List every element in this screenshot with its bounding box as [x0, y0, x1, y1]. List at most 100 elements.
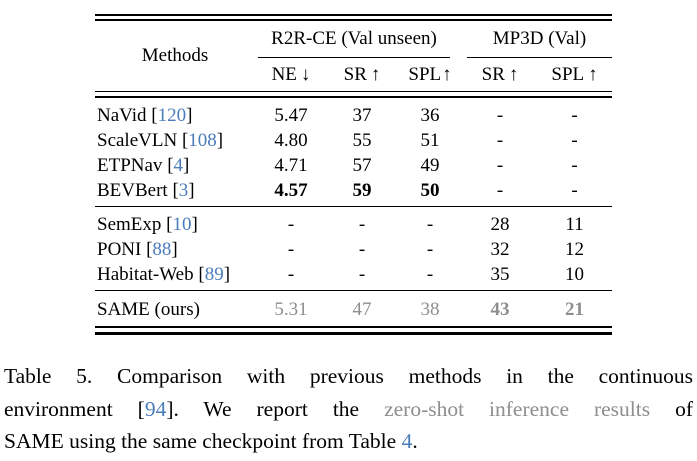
citation-link[interactable]: 3 [178, 179, 189, 201]
caption-line-1: Table 5. Comparison with previous method… [4, 360, 693, 393]
citation-bracket: [ [172, 179, 179, 201]
value-cell-mp3d-sr: - [496, 104, 504, 126]
value-cell-spl: 38 [420, 299, 440, 321]
col-header-mp3d-spl: SPL ↑ [537, 58, 612, 91]
value-cell-mp3d-spl: - [571, 129, 578, 151]
citation-bracket: [ [166, 213, 173, 235]
value-cell-mp3d-spl: 11 [565, 213, 584, 235]
value-cell-mp3d-sr: 28 [490, 213, 510, 235]
citation-bracket: [ [198, 263, 205, 285]
value-cell-ne: 4.80 [274, 129, 308, 151]
results-table: Methods R2R-CE (Val unseen) MP3D (Val) N… [95, 14, 612, 336]
caption-highlight-text: zero-shot inference results [384, 396, 651, 421]
table-row: NaVid[120] 5.47 37 36 - - [95, 103, 612, 128]
value-cell-spl: 50 [420, 179, 440, 201]
citation-link[interactable]: 88 [152, 238, 172, 260]
method-name: SAME (ours) [97, 299, 200, 321]
method-name: Habitat-Web [97, 263, 194, 285]
method-name: PONI [97, 238, 142, 260]
citation-bracket: [ [151, 104, 158, 126]
caption-text: SAME using the same checkpoint from Tabl… [4, 429, 402, 453]
value-cell-mp3d-sr: 43 [490, 299, 510, 321]
citation-bracket: ] [188, 179, 195, 201]
citation-link[interactable]: 89 [204, 263, 224, 285]
table-rule-top-1 [95, 14, 612, 16]
table-row: ScaleVLN[108] 4.80 55 51 - - [95, 128, 612, 153]
value-cell-mp3d-spl: - [571, 104, 578, 126]
value-cell-spl: 51 [420, 129, 440, 151]
value-cell-ne: - [287, 263, 295, 285]
up-arrow-icon: ↑ [508, 63, 519, 85]
method-cell: PONI[88] [95, 237, 255, 262]
table-caption: Table 5. Comparison with previous method… [4, 360, 693, 458]
methods-column-header: Methods [141, 45, 209, 67]
value-cell-mp3d-sr: - [496, 129, 504, 151]
caption-line-2: environment [94]. We report the zero-sho… [4, 393, 693, 426]
table-header: Methods R2R-CE (Val unseen) MP3D (Val) N… [95, 21, 612, 91]
method-cell: ETPNav[4] [95, 153, 255, 178]
col-header-mp3d-sr-label: SR [481, 63, 505, 85]
col-header-sr: SR ↑ [327, 58, 397, 91]
group-header-r2rce: R2R-CE (Val unseen) [258, 21, 450, 58]
value-cell-sr: - [358, 238, 366, 260]
value-cell-ne: 5.47 [274, 104, 308, 126]
method-name: ETPNav [97, 154, 163, 176]
caption-line-3: SAME using the same checkpoint from Tabl… [4, 425, 693, 458]
value-cell-sr: 59 [352, 179, 372, 201]
value-cell-sr: - [358, 263, 366, 285]
method-cell: SAME (ours) [95, 296, 255, 323]
value-cell-ne: 5.31 [274, 299, 308, 321]
caption-text: environment [ [4, 396, 145, 421]
value-cell-ne: 4.71 [274, 154, 308, 176]
value-cell-spl: 36 [420, 104, 440, 126]
value-cell-ne: - [287, 213, 295, 235]
citation-link[interactable]: 10 [172, 213, 192, 235]
caption-text: ]. We report the [166, 396, 385, 421]
value-cell-ne: 4.57 [274, 179, 308, 201]
table-row: Habitat-Web[89] - - - 35 10 [95, 262, 612, 287]
table-rule-mid-1 [95, 205, 612, 207]
value-cell-spl: - [426, 263, 434, 285]
table-row: BEVBert[3] 4.57 59 50 - - [95, 178, 612, 203]
citation-bracket: [ [181, 129, 189, 151]
citation-link[interactable]: 108 [188, 129, 217, 151]
table-row: SemExp[10] - - - 28 11 [95, 212, 612, 237]
caption-text: . [412, 429, 418, 453]
citation-bracket: ] [216, 129, 224, 151]
citation-link[interactable]: 4 [173, 154, 184, 176]
col-header-spl: SPL ↑ [397, 58, 463, 91]
value-cell-spl: - [426, 213, 434, 235]
col-header-spl-label: SPL [408, 63, 442, 85]
group-header-mp3d: MP3D (Val) [467, 21, 612, 58]
table-row: PONI[88] - - - 32 12 [95, 237, 612, 262]
table-reference-link[interactable]: 4 [401, 429, 413, 453]
value-cell-sr: 55 [352, 129, 372, 151]
table-rule-header-1 [95, 90, 612, 93]
value-cell-mp3d-spl: 12 [565, 238, 584, 260]
citation-bracket: [ [146, 238, 153, 260]
citation-link[interactable]: 120 [157, 104, 187, 126]
col-header-mp3d-sr: SR ↑ [463, 58, 537, 91]
table-row: ETPNav[4] 4.71 57 49 - - [95, 153, 612, 178]
value-cell-mp3d-spl: - [571, 154, 578, 176]
value-cell-sr: 57 [352, 154, 372, 176]
value-cell-spl: - [426, 238, 434, 260]
value-cell-mp3d-spl: 21 [565, 299, 584, 321]
method-cell: BEVBert[3] [95, 178, 255, 203]
table-rule-top-2 [95, 18, 612, 21]
value-cell-sr: 47 [352, 299, 372, 321]
citation-bracket: ] [183, 154, 190, 176]
method-name: NaVid [97, 104, 147, 126]
value-cell-sr: - [358, 213, 366, 235]
value-cell-sr: 37 [352, 104, 372, 126]
col-header-mp3d-spl-label: SPL [551, 63, 585, 85]
citation-bracket: ] [191, 213, 198, 235]
method-name: ScaleVLN [97, 129, 178, 151]
table-rule-bottom-2 [95, 331, 612, 336]
caption-text: Table 5. Comparison with previous method… [4, 364, 693, 388]
value-cell-mp3d-sr: - [496, 179, 504, 201]
col-header-sr-label: SR [343, 63, 367, 85]
caption-text: of [650, 396, 694, 421]
citation-link[interactable]: 94 [144, 396, 167, 421]
